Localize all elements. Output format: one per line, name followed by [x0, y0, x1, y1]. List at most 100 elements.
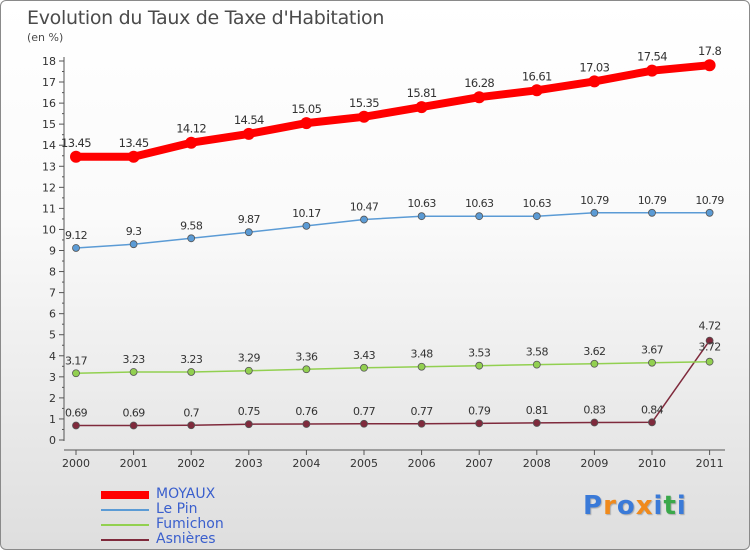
legend-swatch — [101, 524, 149, 526]
data-label: 4.72 — [699, 320, 721, 333]
data-label: 0.81 — [526, 404, 548, 417]
data-point — [590, 208, 599, 217]
data-label: 3.48 — [411, 348, 434, 361]
data-point — [127, 150, 140, 163]
data-label: 10.79 — [638, 194, 667, 207]
data-point — [705, 208, 714, 217]
chart-subtitle: (en %) — [27, 31, 64, 44]
x-tick-label: 2010 — [638, 457, 666, 470]
y-tick-label: 12 — [42, 181, 56, 194]
y-tick-label: 6 — [49, 308, 56, 321]
data-label: 0.76 — [295, 405, 318, 418]
x-tick-label: 2009 — [580, 457, 608, 470]
data-label: 10.17 — [292, 207, 321, 220]
data-label: 9.87 — [238, 213, 261, 226]
data-label: 0.69 — [123, 406, 146, 419]
data-point — [532, 212, 541, 221]
data-label: 3.72 — [699, 341, 721, 354]
data-label: 15.81 — [407, 86, 437, 100]
y-tick-label: 1 — [49, 413, 56, 426]
series-line-moyaux — [72, 61, 714, 161]
data-label: 0.69 — [65, 406, 88, 419]
data-point — [244, 366, 253, 375]
data-point — [70, 150, 82, 163]
logo-letter: i — [653, 491, 664, 521]
y-tick-label: 3 — [49, 371, 56, 384]
data-label: 10.47 — [350, 201, 379, 214]
data-point — [415, 101, 428, 114]
data-label: 17.54 — [637, 50, 667, 64]
data-point — [590, 359, 599, 368]
y-tick-label: 16 — [42, 97, 56, 110]
logo-letter: x — [635, 491, 654, 521]
data-label: 3.36 — [295, 350, 318, 363]
data-label: 3.58 — [526, 346, 549, 359]
data-point — [475, 419, 484, 428]
data-point — [129, 421, 138, 430]
x-tick-label: 2001 — [120, 457, 148, 470]
y-tick-label: 15 — [42, 118, 56, 131]
data-point — [646, 64, 658, 77]
data-label: 0.77 — [353, 405, 376, 418]
y-tick-label: 10 — [42, 223, 56, 236]
data-label: 16.61 — [522, 69, 552, 83]
data-label: 9.12 — [65, 229, 87, 242]
data-point — [72, 421, 80, 430]
legend-label: Fumichon — [156, 516, 224, 532]
x-tick-label: 2011 — [696, 457, 724, 470]
x-tick-label: 2005 — [350, 457, 378, 470]
data-point — [530, 84, 543, 97]
legend-label: Asnières — [156, 531, 216, 547]
data-label: 0.77 — [411, 405, 434, 418]
data-point — [473, 91, 486, 104]
data-point — [648, 358, 656, 367]
data-label: 10.79 — [695, 194, 724, 207]
data-point — [532, 360, 541, 369]
data-label: 0.75 — [238, 405, 261, 418]
legend-swatch — [101, 509, 149, 511]
data-point — [187, 421, 196, 430]
data-point — [244, 420, 253, 429]
proxiti-logo: Proxiti — [583, 491, 687, 521]
data-point — [475, 212, 484, 221]
y-tick-label: 11 — [42, 202, 56, 215]
data-label: 0.83 — [583, 404, 606, 417]
x-tick-label: 2002 — [177, 457, 205, 470]
y-tick-label: 4 — [49, 350, 56, 363]
data-label: 0.79 — [468, 404, 491, 417]
data-label: 9.3 — [126, 225, 142, 238]
data-point — [358, 110, 370, 123]
x-tick-label: 2003 — [235, 457, 263, 470]
x-tick-label: 2007 — [465, 457, 493, 470]
data-label: 15.05 — [291, 102, 321, 116]
data-point — [417, 419, 426, 428]
y-tick-label: 0 — [49, 434, 56, 447]
data-point — [242, 127, 255, 140]
data-point — [648, 208, 656, 217]
y-tick-label: 7 — [49, 287, 56, 300]
y-tick-label: 9 — [49, 245, 56, 258]
data-point — [360, 215, 368, 224]
logo-letter: P — [583, 491, 604, 521]
legend-swatch — [101, 491, 149, 499]
y-tick-label: 5 — [49, 329, 56, 342]
data-point — [588, 75, 601, 88]
y-tick-label: 14 — [42, 139, 56, 152]
x-tick-label: 2000 — [62, 457, 90, 470]
data-label: 9.58 — [180, 219, 203, 232]
data-label: 3.29 — [238, 352, 261, 365]
y-tick-label: 8 — [49, 266, 56, 279]
data-label: 14.54 — [234, 113, 264, 127]
data-point — [360, 419, 368, 428]
data-point — [705, 336, 714, 345]
data-label: 14.12 — [176, 122, 206, 136]
data-label: 13.45 — [61, 136, 91, 150]
data-label: 0.84 — [641, 403, 664, 416]
logo-letter: i — [676, 491, 687, 521]
data-label: 0.7 — [183, 406, 199, 419]
y-tick-label: 2 — [49, 392, 56, 405]
legend-label: Le Pin — [156, 501, 198, 517]
data-label: 10.63 — [465, 197, 494, 210]
x-tick-label: 2008 — [523, 457, 551, 470]
